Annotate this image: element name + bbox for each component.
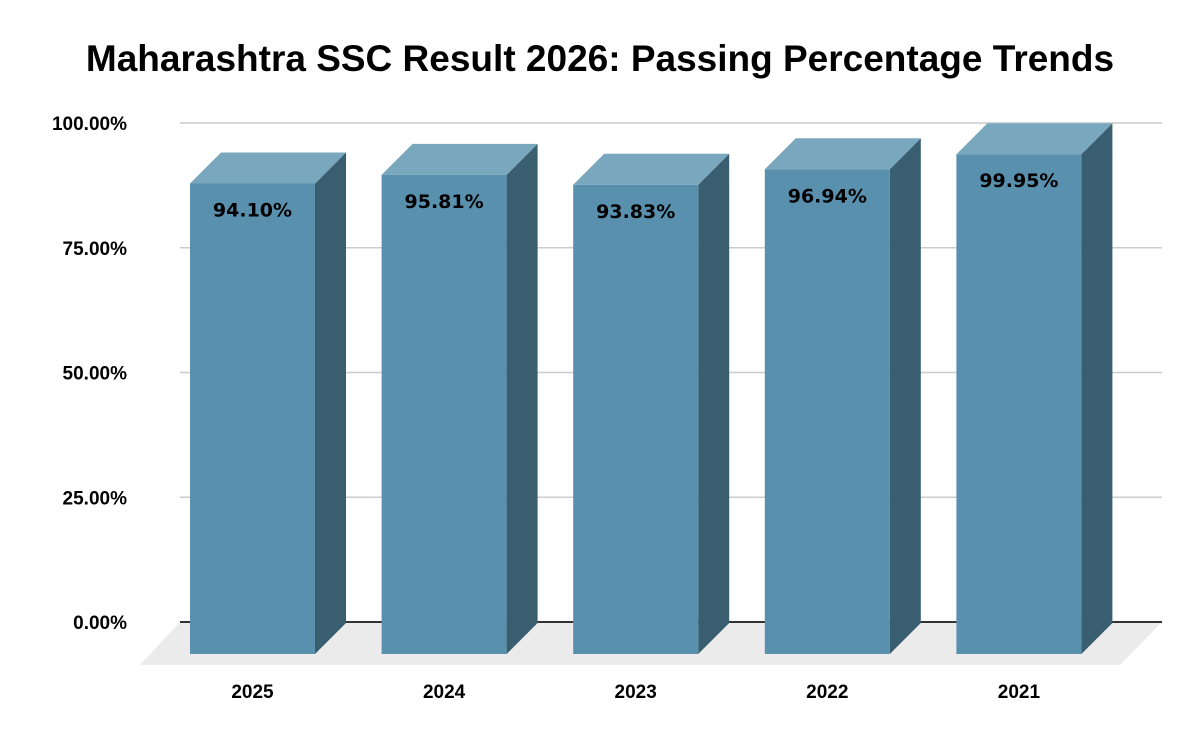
bar-top <box>190 152 346 184</box>
x-tick-label: 2024 <box>423 682 466 703</box>
bar-side <box>1081 123 1113 654</box>
data-label: 93.83% <box>596 201 675 223</box>
y-tick-label: 75.00% <box>63 239 128 260</box>
x-tick-label: 2022 <box>806 682 848 703</box>
y-tick-label: 25.00% <box>63 488 128 509</box>
bar-side <box>506 143 538 655</box>
bar-top <box>573 153 730 185</box>
chart-title: Maharashtra SSC Result 2026: Passing Per… <box>85 38 1115 79</box>
bar <box>573 184 699 654</box>
data-label: 99.95% <box>979 170 1058 192</box>
y-tick-label: 0.00% <box>73 613 127 634</box>
bar-side <box>698 153 730 654</box>
x-tick-label: 2025 <box>231 682 274 703</box>
data-label: 94.10% <box>213 199 292 221</box>
data-label: 95.81% <box>405 191 484 213</box>
x-tick-label: 2023 <box>615 682 657 703</box>
bar-side <box>889 138 921 654</box>
bar-top <box>956 123 1113 155</box>
bar <box>381 174 507 655</box>
y-tick-label: 100.00% <box>52 114 127 135</box>
bar <box>764 169 890 654</box>
bar-top <box>764 138 921 170</box>
y-tick-label: 50.00% <box>63 364 128 385</box>
data-label: 96.94% <box>788 185 867 207</box>
bar-top <box>381 143 538 175</box>
x-tick-label: 2021 <box>998 682 1041 703</box>
bar <box>956 154 1082 654</box>
bar-side <box>315 152 346 655</box>
bar <box>190 183 315 655</box>
